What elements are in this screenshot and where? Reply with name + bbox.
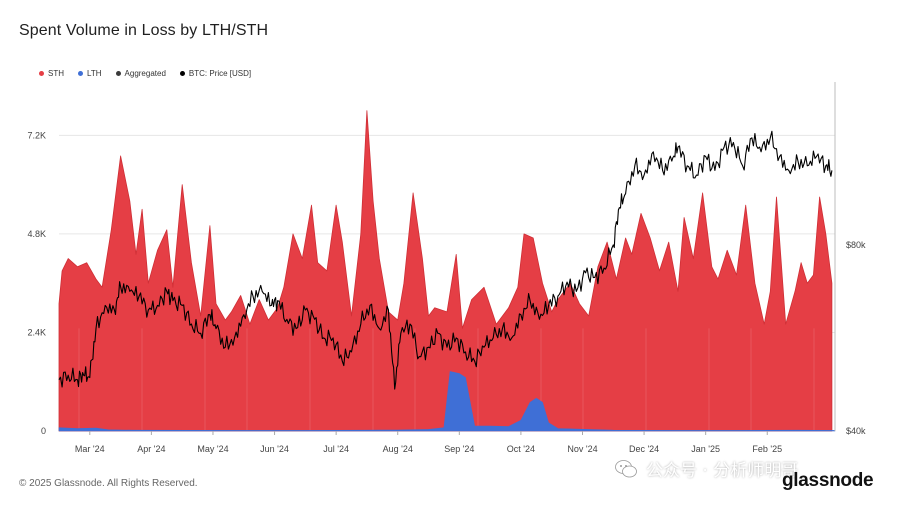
y-tick-label: 4.8K (27, 229, 46, 239)
legend-label-aggregated: Aggregated (124, 69, 166, 78)
watermark-text: 公众号 · 分析师明哥 (646, 461, 799, 481)
x-tick-label: Feb '25 (752, 444, 782, 454)
area-layer (58, 110, 836, 432)
copyright-text: © 2025 Glassnode. All Rights Reserved. (19, 478, 198, 489)
x-tick-label: Mar '24 (75, 444, 105, 454)
sth-area (58, 110, 833, 432)
btc-price-line (58, 130, 833, 390)
y-right-tick-label: $80k (846, 240, 866, 250)
x-tick-label: Apr '24 (137, 444, 165, 454)
chart-legend: STH LTH Aggregated BTC: Price [USD] (39, 69, 251, 78)
chart-title: Spent Volume in Loss by LTH/STH (19, 22, 269, 39)
y-right-tick-label: $40k (846, 426, 866, 436)
legend-dot-aggregated (115, 71, 121, 76)
legend-dot-sth (39, 71, 44, 76)
legend-dot-price (179, 71, 185, 76)
y-tick-label: 2.4K (27, 327, 46, 337)
x-tick-label: Jun '24 (260, 444, 289, 454)
wechat-icon (614, 457, 638, 481)
glassnode-logo[interactable]: glassnode (782, 470, 874, 491)
x-tick-label: Jul '24 (323, 444, 349, 454)
x-tick-label: May '24 (197, 444, 228, 454)
axis-layer: 0 2.4K 4.8K 7.2K $40k $80k Mar '24 Apr '24 May '… (27, 82, 866, 454)
legend-label-sth: STH (48, 69, 64, 78)
legend-label-price: BTC: Price [USD] (188, 69, 252, 78)
lth-area (58, 371, 836, 432)
y-tick-label: 7.2K (27, 130, 46, 140)
watermark: 公众号 · 分析师明哥 (614, 456, 798, 481)
legend-item-price[interactable]: BTC: Price [USD] (179, 69, 252, 78)
x-tick-label: Jan '25 (691, 444, 720, 454)
legend-item-sth[interactable]: STH (39, 69, 64, 78)
legend-dot-lth (78, 71, 83, 76)
x-tick-label: Aug '24 (383, 444, 413, 454)
legend-label-lth: LTH (87, 69, 102, 78)
y-tick-label: 0 (41, 426, 46, 436)
legend-item-aggregated[interactable]: Aggregated (115, 69, 166, 78)
x-tick-label: Sep '24 (444, 444, 474, 454)
legend-item-lth[interactable]: LTH (78, 69, 102, 78)
x-tick-label: Nov '24 (567, 444, 597, 454)
line-layer (58, 130, 833, 390)
x-tick-label: Dec '24 (629, 444, 659, 454)
x-tick-label: Oct '24 (507, 444, 535, 454)
